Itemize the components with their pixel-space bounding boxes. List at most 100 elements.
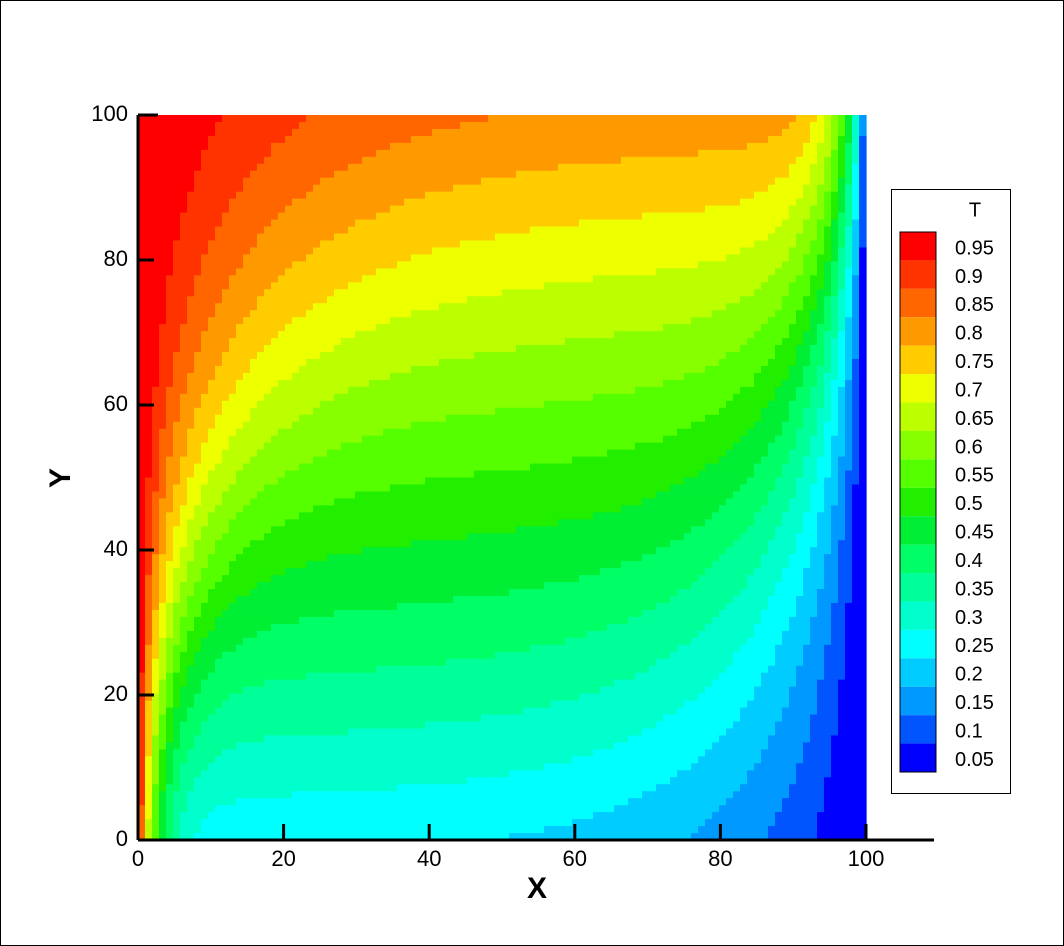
contour-cell	[565, 296, 573, 304]
contour-cell	[782, 338, 790, 346]
contour-cell	[523, 254, 531, 262]
contour-cell	[782, 226, 790, 235]
contour-cell	[138, 338, 146, 346]
contour-cell	[313, 247, 321, 256]
contour-cell	[222, 261, 230, 269]
contour-cell	[656, 205, 664, 214]
contour-cell	[782, 205, 790, 214]
contour-cell	[369, 310, 377, 318]
contour-cell	[222, 338, 230, 346]
contour-cell	[530, 352, 538, 360]
contour-cell	[285, 247, 293, 256]
contour-cell	[831, 170, 839, 179]
contour-cell	[383, 177, 391, 186]
contour-cell	[558, 372, 566, 381]
contour-cell	[306, 254, 314, 262]
contour-cell	[369, 296, 377, 304]
contour-cell	[138, 261, 146, 269]
contour-cell	[173, 156, 181, 165]
contour-cell	[845, 310, 853, 318]
contour-cell	[495, 135, 503, 144]
contour-cell	[775, 331, 783, 339]
contour-cell	[306, 184, 314, 193]
contour-cell	[558, 184, 566, 193]
contour-cell	[145, 163, 153, 172]
contour-cell	[383, 240, 391, 249]
contour-cell	[726, 400, 734, 409]
contour-cell	[271, 184, 279, 193]
contour-cell	[474, 303, 482, 311]
contour-cell	[201, 421, 209, 430]
contour-cell	[404, 345, 412, 353]
contour-cell	[754, 156, 762, 165]
contour-cell	[698, 296, 706, 304]
contour-cell	[250, 282, 258, 290]
contour-cell	[453, 282, 461, 290]
contour-cell	[278, 205, 286, 214]
contour-cell	[607, 421, 615, 430]
contour-cell	[355, 282, 363, 290]
contour-cell	[810, 198, 818, 207]
contour-cell	[586, 247, 594, 256]
contour-cell	[327, 261, 335, 269]
contour-cell	[719, 212, 727, 221]
contour-cell	[446, 282, 454, 290]
contour-cell	[761, 386, 769, 395]
contour-cell	[376, 128, 384, 137]
contour-cell	[586, 365, 594, 374]
contour-cell	[670, 365, 678, 374]
contour-cell	[817, 407, 825, 416]
contour-cell	[544, 198, 552, 207]
contour-cell	[327, 198, 335, 207]
contour-cell	[215, 184, 223, 193]
contour-cell	[236, 219, 244, 228]
contour-cell	[215, 198, 223, 207]
contour-cell	[712, 247, 720, 256]
contour-cell	[810, 296, 818, 304]
contour-cell	[551, 428, 559, 437]
contour-cell	[152, 289, 160, 297]
contour-cell	[775, 442, 783, 451]
contour-cell	[166, 135, 174, 144]
contour-cell	[593, 296, 601, 304]
contour-cell	[411, 289, 419, 297]
contour-cell	[572, 421, 580, 430]
contour-cell	[229, 428, 237, 437]
contour-cell	[558, 240, 566, 249]
contour-cell	[327, 435, 335, 444]
contour-cell	[537, 149, 545, 158]
contour-cell	[418, 421, 426, 430]
contour-cell	[691, 233, 699, 242]
contour-cell	[222, 345, 230, 353]
contour-cell	[845, 163, 853, 172]
contour-cell	[593, 219, 601, 228]
contour-cell	[726, 247, 734, 256]
contour-cell	[425, 400, 433, 409]
contour-cell	[138, 149, 146, 158]
contour-cell	[467, 233, 475, 242]
contour-cell	[796, 254, 804, 262]
contour-cell	[614, 386, 622, 395]
contour-cell	[383, 379, 391, 388]
contour-cell	[635, 414, 643, 423]
contour-cell	[635, 435, 643, 444]
contour-cell	[222, 310, 230, 318]
contour-cell	[222, 317, 230, 325]
contour-cell	[215, 268, 223, 276]
contour-cell	[327, 386, 335, 395]
contour-cell	[593, 135, 601, 144]
contour-cell	[425, 317, 433, 325]
contour-cell	[481, 184, 489, 193]
contour-cell	[159, 324, 167, 332]
contour-cell	[180, 365, 188, 374]
contour-cell	[376, 324, 384, 332]
contour-cell	[453, 386, 461, 395]
contour-cell	[138, 219, 146, 228]
contour-cell	[705, 240, 713, 249]
contour-cell	[719, 233, 727, 242]
contour-cell	[341, 275, 349, 283]
contour-cell	[698, 219, 706, 228]
contour-cell	[243, 428, 251, 437]
contour-cell	[292, 163, 300, 172]
